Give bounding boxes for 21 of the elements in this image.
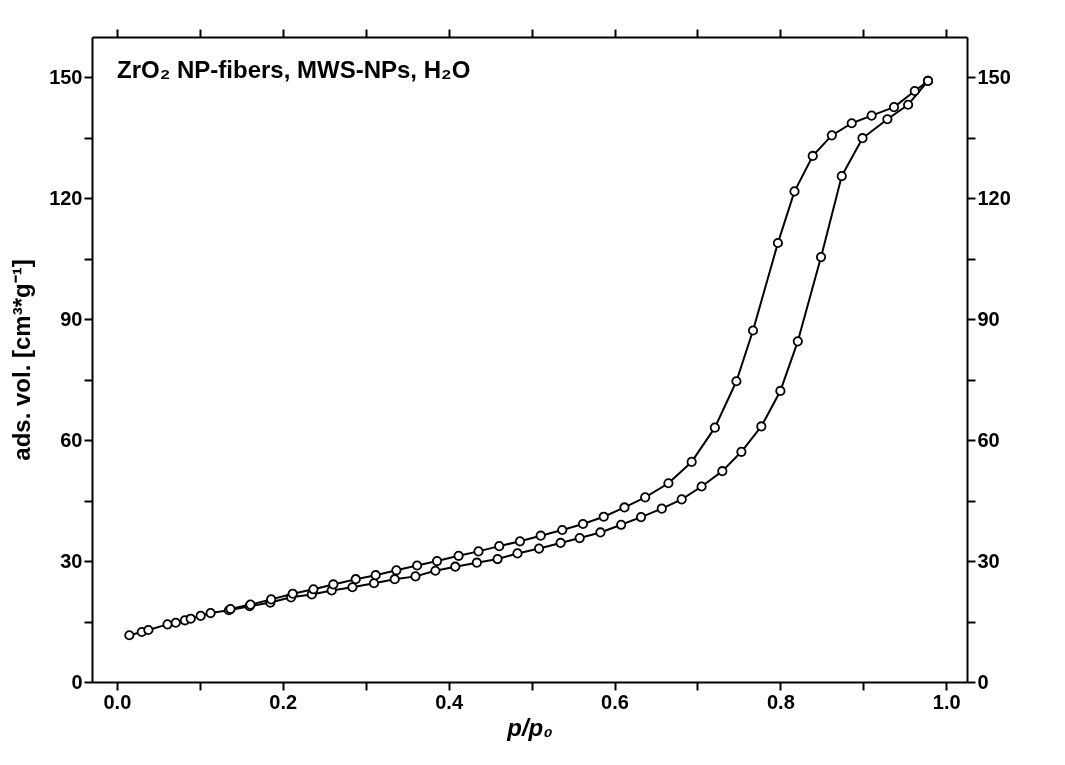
y2-tick-label: 150	[977, 65, 1011, 88]
x-tick-label: 0.6	[601, 690, 629, 713]
x-tick-label: 0.2	[269, 690, 298, 713]
y-axis-title: ads. vol. [cm³*g⁻¹]	[8, 259, 36, 461]
x-tick-label: 1.0	[932, 690, 961, 713]
x-axis-title: p/p₀	[506, 713, 553, 741]
y2-tick-label: 120	[977, 186, 1011, 209]
y-tick-label: 30	[60, 549, 83, 572]
y-tick-label: 0	[71, 670, 83, 693]
y-tick-label: 60	[60, 428, 83, 451]
x-tick-label: 0.8	[766, 690, 795, 713]
y2-tick-label: 0	[977, 670, 989, 693]
y-tick-label: 120	[49, 186, 83, 209]
text: ZrO₂ NP-fibers, MWS-NPs, H₂O	[117, 56, 471, 83]
y2-tick-label: 60	[977, 428, 1000, 451]
x-tick-label: 0.0	[103, 690, 132, 713]
y2-tick-label: 90	[977, 307, 1000, 330]
y-tick-label: 90	[60, 307, 83, 330]
y-tick-label: 150	[49, 65, 83, 88]
x-tick-label: 0.4	[435, 690, 464, 713]
y2-tick-label: 30	[977, 549, 1000, 572]
